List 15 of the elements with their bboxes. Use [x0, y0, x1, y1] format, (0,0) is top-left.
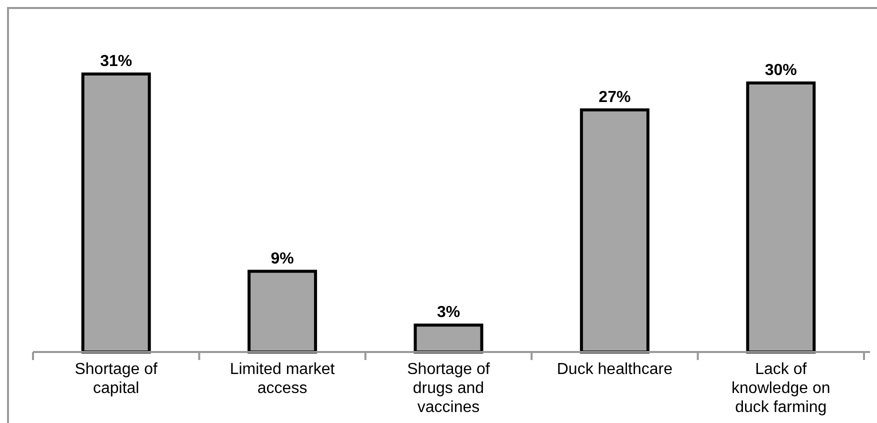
x-tick-label: Shortage of capital [74, 361, 158, 397]
x-tick-label: Shortage of drugs and vaccines [407, 361, 490, 416]
x-tick-label: Lack of knowledge on duck farming [732, 361, 830, 416]
data-label: 3% [436, 304, 460, 322]
data-label: 27% [598, 88, 631, 106]
bar [580, 108, 650, 354]
bar [746, 81, 816, 354]
bar [414, 324, 484, 354]
data-label: 9% [270, 250, 294, 268]
data-label: 31% [100, 53, 132, 70]
bar [248, 270, 318, 354]
bar [81, 72, 151, 354]
x-tick-label: Duck healthcare [556, 361, 673, 378]
x-tick-label: Limited market access [230, 361, 336, 397]
data-label: 30% [764, 62, 797, 79]
